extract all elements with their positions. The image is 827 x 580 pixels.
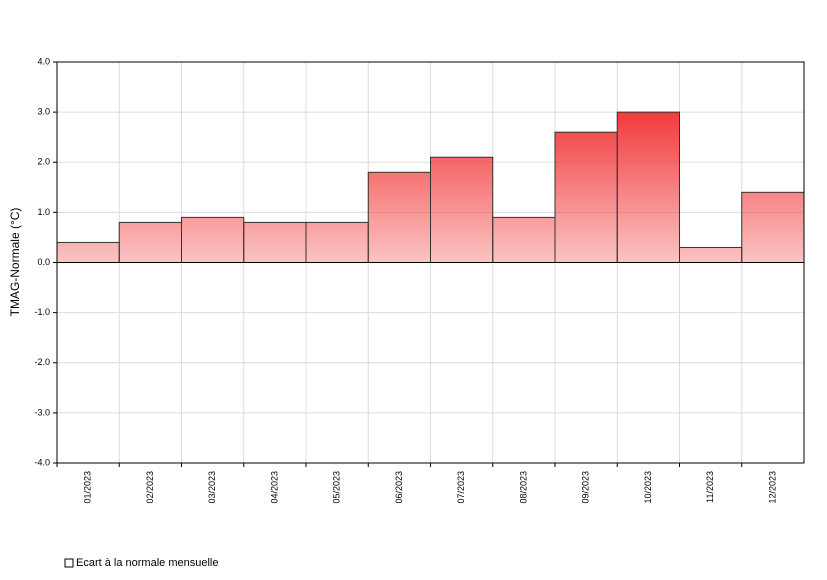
x-tick-label: 05/2023 [332,471,342,504]
x-tick-label: 02/2023 [145,471,155,504]
y-axis-label: TMAG-Normale (°C) [8,208,22,317]
bar [118,221,182,263]
x-tick-label: 08/2023 [518,471,528,504]
x-tick-label: 04/2023 [269,471,279,504]
x-tick-label: 03/2023 [207,471,217,504]
legend-label: Ecart à la normale mensuelle [76,557,218,569]
y-tick-label: 3.0 [37,107,50,117]
bar [492,216,556,263]
x-tick-label: 07/2023 [456,471,466,504]
y-tick-label: -1.0 [34,307,50,317]
bar [741,191,805,263]
bar [430,156,494,263]
y-tick-label: 1.0 [37,207,50,217]
bar [243,221,307,263]
x-tick-label: 06/2023 [394,471,404,504]
bar [305,221,369,263]
legend-swatch [64,558,74,568]
x-tick-label: 11/2023 [705,471,715,503]
y-tick-label: 0.0 [37,257,50,267]
bar [181,216,245,263]
bar [56,241,120,263]
y-tick-label: -4.0 [34,457,50,467]
x-tick-label: 10/2023 [643,471,653,504]
bar [367,171,431,263]
x-tick-label: 09/2023 [581,471,591,504]
bar [679,246,743,263]
bar [616,111,680,263]
y-tick-label: 4.0 [37,56,50,66]
y-tick-label: -2.0 [34,357,50,367]
x-tick-label: 12/2023 [767,471,777,504]
bar [554,131,618,263]
y-tick-label: 2.0 [37,157,50,167]
y-tick-label: -3.0 [34,407,50,417]
x-tick-label: 01/2023 [83,471,93,504]
